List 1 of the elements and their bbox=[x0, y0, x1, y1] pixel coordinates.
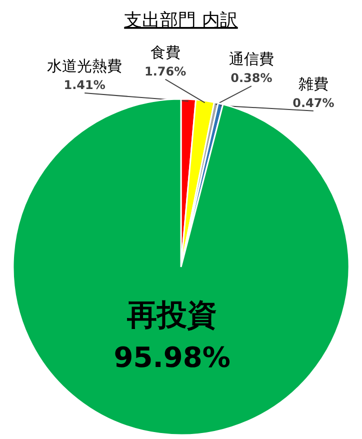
title: 支出部門 内訳 bbox=[124, 10, 238, 31]
